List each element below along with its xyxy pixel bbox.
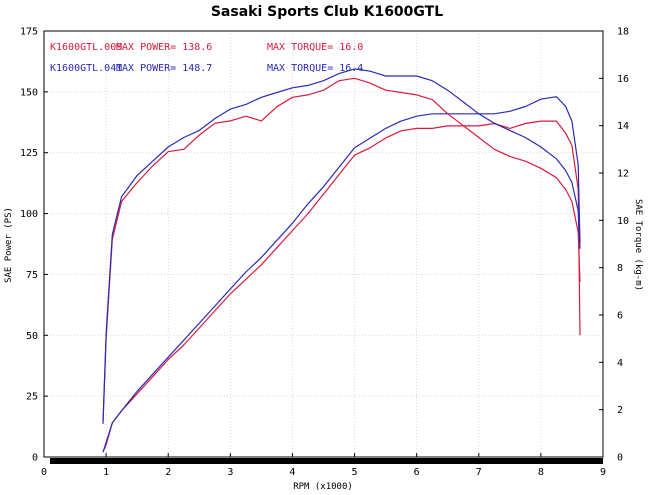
- y-left-tick-label: 100: [20, 209, 38, 220]
- legend-run-1: K1600GTL.009: [50, 42, 122, 53]
- y-right-tick-label: 18: [617, 27, 629, 38]
- y-right-tick-label: 6: [617, 311, 623, 322]
- y-left-tick-label: 50: [26, 331, 38, 342]
- x-tick-label: 1: [103, 467, 109, 478]
- x-tick-label: 6: [414, 467, 420, 478]
- y-left-tick-label: 125: [20, 148, 38, 159]
- y-right-tick-labels: 0 2 4 6 8 10 12 14 16 18: [599, 27, 629, 464]
- x-tick-label: 0: [41, 467, 47, 478]
- plot-frame: [43, 30, 604, 458]
- y-left-tick-label: 25: [26, 392, 38, 403]
- series-k1600gtl-041-power: [102, 96, 581, 453]
- x-tick-label: 4: [289, 467, 295, 478]
- y-left-tick-label: 0: [32, 453, 38, 464]
- x-axis-bar: [50, 458, 603, 464]
- y-right-tick-label: 12: [617, 169, 629, 180]
- x-axis-label: RPM (x1000): [293, 482, 353, 492]
- chart-title: Sasaki Sports Club K1600GTL: [211, 4, 443, 20]
- y-left-axis-label: SAE Power (PS): [4, 207, 14, 283]
- x-tick-label: 9: [600, 467, 606, 478]
- legend: K1600GTL.009 MAX POWER= 138.6 MAX TORQUE…: [50, 42, 363, 74]
- legend-power-1: MAX POWER= 138.6: [116, 42, 212, 53]
- legend-power-2: MAX POWER= 148.7: [116, 63, 212, 74]
- series-k1600gtl-041-torque: [102, 68, 581, 424]
- x-tick-label: 8: [538, 467, 544, 478]
- y-left-tick-label: 75: [26, 270, 38, 281]
- y-right-tick-label: 14: [617, 121, 629, 132]
- y-right-axis-label: SAE Torque (kg-m): [633, 199, 643, 291]
- legend-run-2: K1600GTL.041: [50, 63, 122, 74]
- x-tick-label: 2: [165, 467, 171, 478]
- x-tick-label: 3: [227, 467, 233, 478]
- y-right-tick-label: 16: [617, 74, 629, 85]
- series-k1600gtl-009-torque: [102, 77, 581, 422]
- y-right-tick-label: 10: [617, 216, 629, 227]
- series-lines: [102, 68, 581, 453]
- x-tick-labels: 0 1 2 3 4 5 6 7 8 9: [41, 453, 606, 478]
- x-tick-label: 7: [476, 467, 482, 478]
- y-right-tick-label: 8: [617, 263, 623, 274]
- y-right-tick-label: 0: [617, 453, 623, 464]
- y-right-tick-label: 4: [617, 358, 623, 369]
- series-k1600gtl-009-power: [102, 120, 581, 453]
- y-left-tick-label: 150: [20, 87, 38, 98]
- y-left-tick-label: 175: [20, 27, 38, 38]
- y-left-tick-labels: 0 25 50 75 100 125 150 175: [20, 27, 48, 464]
- x-tick-label: 5: [352, 467, 358, 478]
- legend-torque-1: MAX TORQUE= 16.0: [267, 42, 363, 53]
- y-right-tick-label: 2: [617, 405, 623, 416]
- legend-torque-2: MAX TORQUE= 16.4: [267, 63, 363, 74]
- grid: [44, 31, 603, 457]
